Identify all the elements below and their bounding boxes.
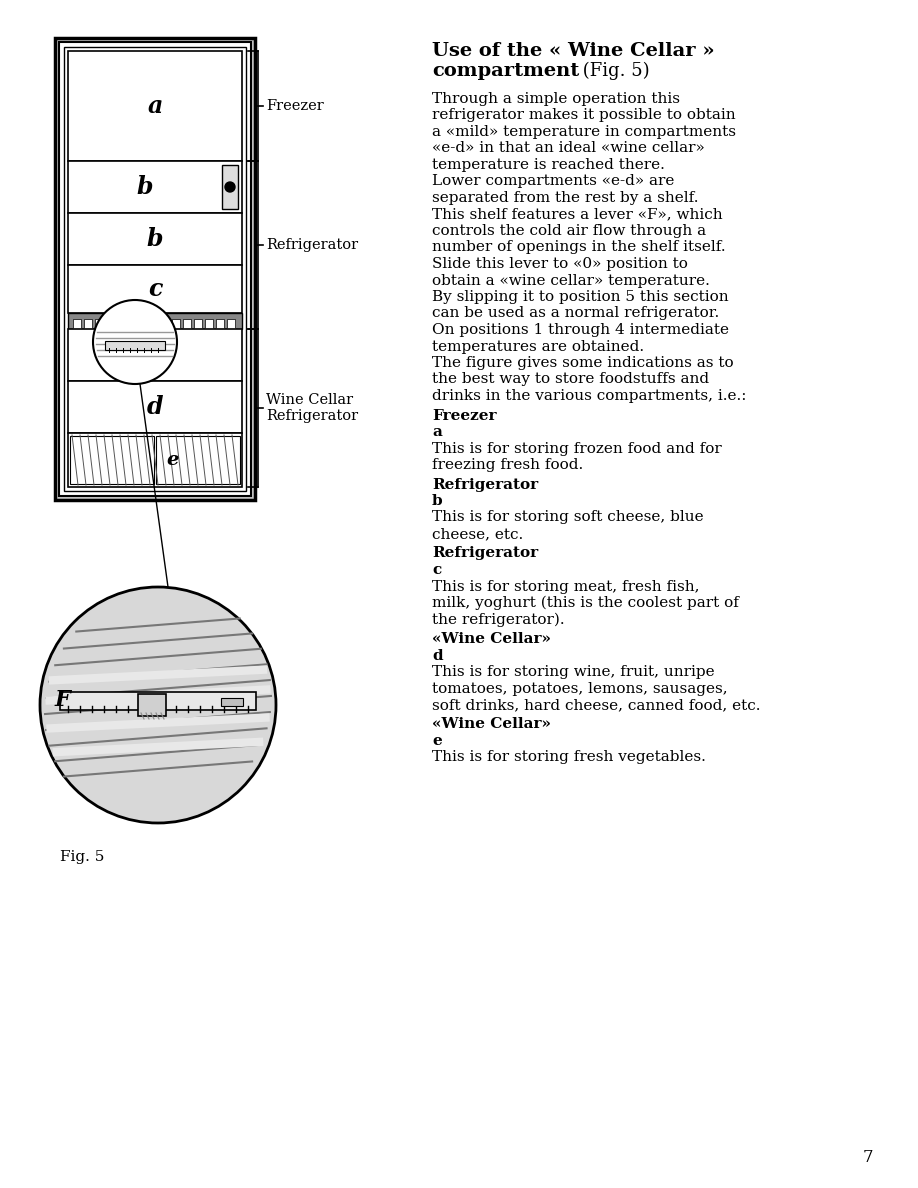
Text: a: a (432, 425, 442, 440)
Circle shape (40, 587, 276, 823)
Text: soft drinks, hard cheese, canned food, etc.: soft drinks, hard cheese, canned food, e… (432, 699, 760, 712)
Text: Refrigerator: Refrigerator (266, 238, 358, 252)
Text: c: c (432, 563, 442, 577)
Bar (68, 432, 242, 487)
Text: d: d (432, 649, 442, 663)
Bar (59, 42, 251, 497)
Text: Through a simple operation this: Through a simple operation this (432, 91, 680, 106)
Text: By slipping it to position 5 this section: By slipping it to position 5 this sectio… (432, 290, 729, 304)
Text: On positions 1 through 4 intermediate: On positions 1 through 4 intermediate (432, 323, 729, 337)
Bar (68, 213, 242, 265)
Bar (161, 320, 169, 328)
Bar (64, 48, 246, 491)
Circle shape (93, 301, 177, 384)
Bar (84, 320, 92, 328)
Text: a «mild» temperature in compartments: a «mild» temperature in compartments (432, 125, 736, 139)
Text: freezing fresh food.: freezing fresh food. (432, 459, 583, 472)
Text: «e-d» in that an ideal «wine cellar»: «e-d» in that an ideal «wine cellar» (432, 141, 705, 156)
Text: temperature is reached there.: temperature is reached there. (432, 158, 665, 172)
Text: milk, yoghurt (this is the coolest part of: milk, yoghurt (this is the coolest part … (432, 596, 739, 611)
Text: d: d (147, 394, 163, 419)
Bar (68, 162, 242, 213)
Bar (227, 320, 235, 328)
Bar (194, 320, 202, 328)
Text: b: b (432, 494, 442, 508)
Text: Refrigerator: Refrigerator (432, 478, 538, 492)
Text: obtain a «wine cellar» temperature.: obtain a «wine cellar» temperature. (432, 273, 710, 287)
Text: compartment: compartment (432, 62, 579, 80)
Bar (221, 699, 243, 706)
Bar (105, 341, 165, 350)
Bar (73, 320, 81, 328)
Text: the refrigerator).: the refrigerator). (432, 613, 565, 627)
Text: number of openings in the shelf itself.: number of openings in the shelf itself. (432, 240, 725, 254)
Text: separated from the rest by a shelf.: separated from the rest by a shelf. (432, 191, 699, 206)
Text: This is for storing soft cheese, blue: This is for storing soft cheese, blue (432, 511, 703, 524)
Bar (172, 320, 180, 328)
Text: This is for storing frozen food and for: This is for storing frozen food and for (432, 442, 722, 455)
Text: Freezer: Freezer (432, 409, 497, 423)
Bar (150, 320, 158, 328)
Text: Lower compartments «e-d» are: Lower compartments «e-d» are (432, 175, 675, 189)
Text: e: e (167, 451, 179, 469)
Text: a: a (148, 94, 162, 118)
Text: (Fig. 5): (Fig. 5) (577, 62, 650, 81)
Text: This is for storing wine, fruit, unripe: This is for storing wine, fruit, unripe (432, 665, 714, 680)
Bar (70, 436, 154, 484)
Text: 7: 7 (863, 1150, 873, 1167)
Bar (68, 329, 242, 381)
Text: F: F (55, 689, 71, 710)
Bar (117, 320, 125, 328)
Bar (138, 694, 166, 716)
Bar (55, 38, 255, 500)
Text: This shelf features a lever «F», which: This shelf features a lever «F», which (432, 208, 722, 221)
Bar (156, 436, 240, 484)
Text: b: b (147, 227, 163, 251)
Text: controls the cold air flow through a: controls the cold air flow through a (432, 225, 706, 238)
Text: b: b (137, 175, 153, 200)
Text: Wine Cellar
Refrigerator: Wine Cellar Refrigerator (266, 393, 358, 423)
Text: can be used as a normal refrigerator.: can be used as a normal refrigerator. (432, 307, 719, 321)
Bar (95, 320, 103, 328)
Text: This is for storing fresh vegetables.: This is for storing fresh vegetables. (432, 751, 706, 765)
Circle shape (225, 182, 235, 192)
Bar (128, 320, 136, 328)
Bar (55, 38, 255, 500)
Bar (68, 312, 242, 329)
Text: The figure gives some indications as to: The figure gives some indications as to (432, 356, 733, 369)
Text: Slide this lever to «0» position to: Slide this lever to «0» position to (432, 257, 688, 271)
Text: refrigerator makes it possible to obtain: refrigerator makes it possible to obtain (432, 108, 735, 122)
Bar (205, 320, 213, 328)
Text: «Wine Cellar»: «Wine Cellar» (432, 632, 551, 646)
Bar (68, 381, 242, 432)
Text: cheese, etc.: cheese, etc. (432, 527, 523, 541)
Bar (222, 165, 238, 209)
Text: d: d (147, 343, 163, 367)
Text: c: c (148, 277, 162, 301)
Text: Freezer: Freezer (266, 99, 324, 113)
Bar (106, 320, 114, 328)
Bar (60, 691, 256, 710)
Bar (183, 320, 191, 328)
Text: Refrigerator: Refrigerator (432, 546, 538, 561)
Text: e: e (432, 734, 442, 748)
Text: This is for storing meat, fresh fish,: This is for storing meat, fresh fish, (432, 580, 700, 594)
Text: Fig. 5: Fig. 5 (60, 849, 105, 864)
Text: tomatoes, potatoes, lemons, sausages,: tomatoes, potatoes, lemons, sausages, (432, 682, 728, 695)
Text: temperatures are obtained.: temperatures are obtained. (432, 340, 644, 354)
Bar (139, 320, 147, 328)
Text: drinks in the various compartments, i.e.:: drinks in the various compartments, i.e.… (432, 388, 746, 403)
Bar (68, 265, 242, 312)
Bar (68, 51, 242, 162)
Bar (216, 320, 224, 328)
Text: Use of the « Wine Cellar »: Use of the « Wine Cellar » (432, 42, 714, 61)
Text: the best way to store foodstuffs and: the best way to store foodstuffs and (432, 373, 709, 386)
Text: «Wine Cellar»: «Wine Cellar» (432, 718, 551, 732)
